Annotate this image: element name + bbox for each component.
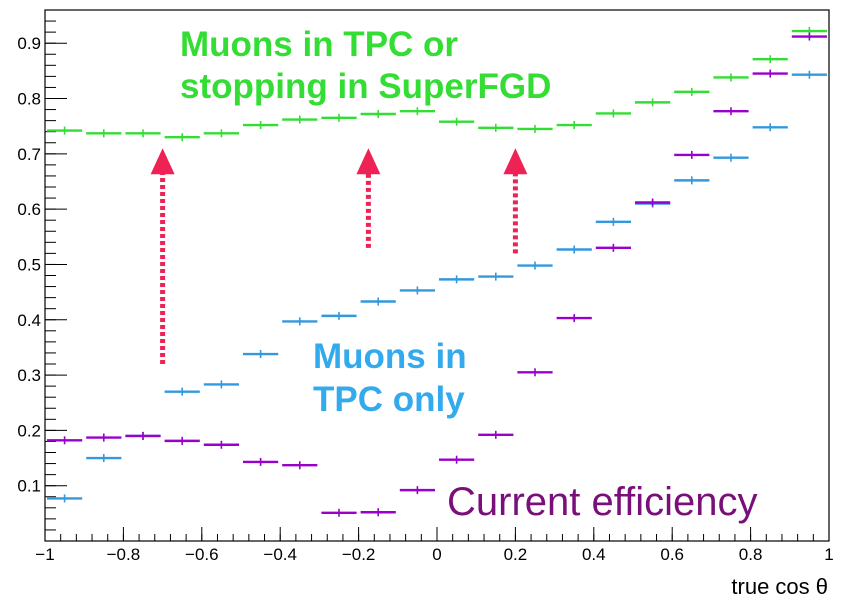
y-tick-label: 0.3	[17, 366, 41, 385]
annotation-green-line2: stopping in SuperFGD	[180, 67, 551, 106]
annotation-blue-line1: Muons in	[313, 337, 467, 376]
x-tick-label: −0.2	[342, 545, 376, 564]
x-tick-label: 1	[824, 545, 833, 564]
y-tick-label: 0.8	[17, 90, 41, 109]
x-tick-label: 0.2	[504, 545, 528, 564]
x-tick-label: 0.4	[582, 545, 606, 564]
x-tick-label: 0	[432, 545, 441, 564]
y-tick-label: 0.6	[17, 200, 41, 219]
x-tick-label: −1	[35, 545, 54, 564]
x-tick-label: −0.8	[107, 545, 141, 564]
x-tick-label: −0.4	[263, 545, 297, 564]
series-green	[47, 27, 827, 142]
x-tick-label: −0.6	[185, 545, 219, 564]
y-tick-label: 0.1	[17, 477, 41, 496]
arrow-head	[356, 148, 381, 175]
annotation-blue-line2: TPC only	[313, 380, 465, 419]
y-tick-label: 0.5	[17, 255, 41, 274]
series-purple	[47, 32, 827, 517]
arrow-head	[503, 148, 528, 175]
annotation-purple: Current efficiency	[447, 480, 758, 524]
arrow-head	[150, 148, 175, 175]
y-tick-label: 0.4	[17, 311, 41, 330]
y-tick-label: 0.7	[17, 145, 41, 164]
y-tick-label: 0.2	[17, 421, 41, 440]
x-axis-title: true cos θ	[731, 574, 828, 599]
annotation-green-line1: Muons in TPC or	[180, 25, 458, 64]
series-blue	[47, 70, 827, 503]
y-tick-label: 0.9	[17, 34, 41, 53]
x-tick-label: 0.8	[739, 545, 763, 564]
x-tick-label: 0.6	[660, 545, 684, 564]
